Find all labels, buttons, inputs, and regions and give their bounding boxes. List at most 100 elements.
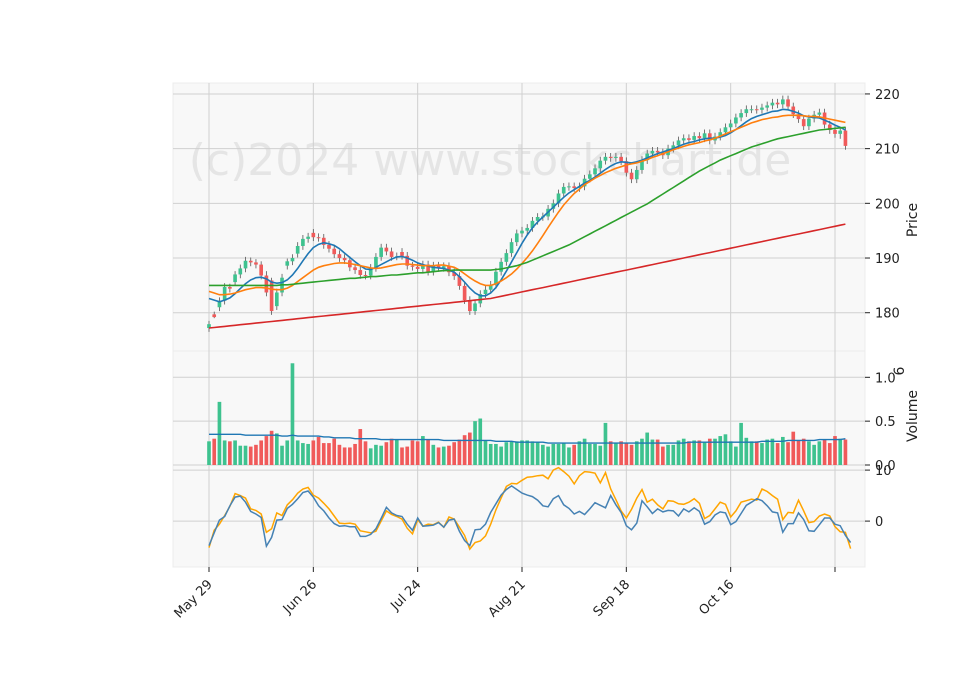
candle-up [238,268,243,275]
candle-up [749,109,754,111]
volume-bar [765,439,770,465]
candle-up [765,105,770,108]
volume-bar [634,441,639,465]
candle-up [760,107,764,110]
volume-bar [321,443,326,465]
candle-up [217,300,222,308]
volume-bar [692,440,696,465]
volume-bar [796,440,801,465]
volume-bar [238,445,243,465]
volume-bar [337,444,342,465]
volume-bar [754,441,759,465]
volume-bar [587,443,592,465]
volume-bar [655,439,660,465]
candle-down [212,314,217,318]
candle-up [734,117,738,124]
volume-bar [833,436,837,465]
candle-down [311,232,316,238]
candle-up [807,118,811,127]
volume-bar [400,447,404,465]
volume-bar [775,443,780,465]
candle-up [671,145,676,149]
candle-up [514,233,519,243]
candle-down [833,130,837,134]
volume-bar [744,437,749,465]
macd-y-tick-label: 10 [875,464,892,479]
x-tick-label: Oct 16 [696,577,737,618]
candle-up [723,127,728,133]
candle-up [587,174,592,179]
volume-bar [681,438,686,465]
candle-up [509,242,514,254]
volume-bar [577,441,582,465]
volume-bar [358,429,363,465]
volume-bar [598,445,603,465]
candle-down [629,172,634,180]
x-tick-label: Jun 26 [280,577,320,617]
volume-bar [447,445,451,465]
volume-bar [462,435,467,465]
ma-long-line [209,126,846,287]
candle-up [728,123,733,128]
candle-up [441,266,446,268]
volume-bar [509,441,514,465]
volume-bar [441,446,446,465]
volume-bar [274,433,279,465]
volume-bar [290,363,295,465]
volume-bar [222,440,227,465]
candle-down [264,275,269,293]
candle-up [603,156,608,161]
volume-bar [661,446,665,465]
volume-bar [723,434,728,465]
candle-down [337,254,342,259]
volume-bar [483,440,488,465]
candle-down [655,150,660,153]
candle-down [332,248,337,255]
candle-up [645,153,650,161]
candle-down [843,130,848,146]
volume-bar [608,441,613,465]
price-y-tick-label: 190 [875,252,900,267]
volume-bar [530,441,535,465]
candle-down [363,274,368,276]
candle-down [754,109,759,111]
candle-down [254,262,258,265]
candle-down [687,138,691,140]
candle-up [650,150,655,154]
candle-up [676,140,681,146]
candle-down [248,260,253,263]
volume-bar [827,443,832,465]
volume-bar [327,443,331,465]
volume-bar [619,441,623,465]
x-tick-label: Aug 21 [486,577,529,620]
volume-average-line [209,433,846,444]
candle-up [598,160,603,169]
candle-up [290,258,295,262]
candle-down [572,186,576,189]
candle-up [431,265,436,272]
volume-bar [473,421,477,465]
volume-bar [645,432,650,465]
volume-bar [243,445,248,465]
candle-up [301,238,305,246]
volume-bar [363,441,368,465]
volume-bar [520,440,524,465]
candle-up [374,256,378,268]
candle-up [702,133,707,139]
volume-bar [556,443,561,465]
candle-up [525,227,530,231]
candle-up [233,274,237,283]
volume-bar [421,436,425,465]
candle-down [353,267,357,271]
candle-down [624,161,629,173]
volume-bar [734,446,738,465]
candle-up [634,169,639,180]
volume-y-tick-label: 0.0 [875,459,896,474]
candle-up [222,287,227,301]
volume-bar [838,438,843,465]
volume-bar [812,444,816,465]
volume-bar [817,441,822,465]
ma-200-line [208,223,846,329]
